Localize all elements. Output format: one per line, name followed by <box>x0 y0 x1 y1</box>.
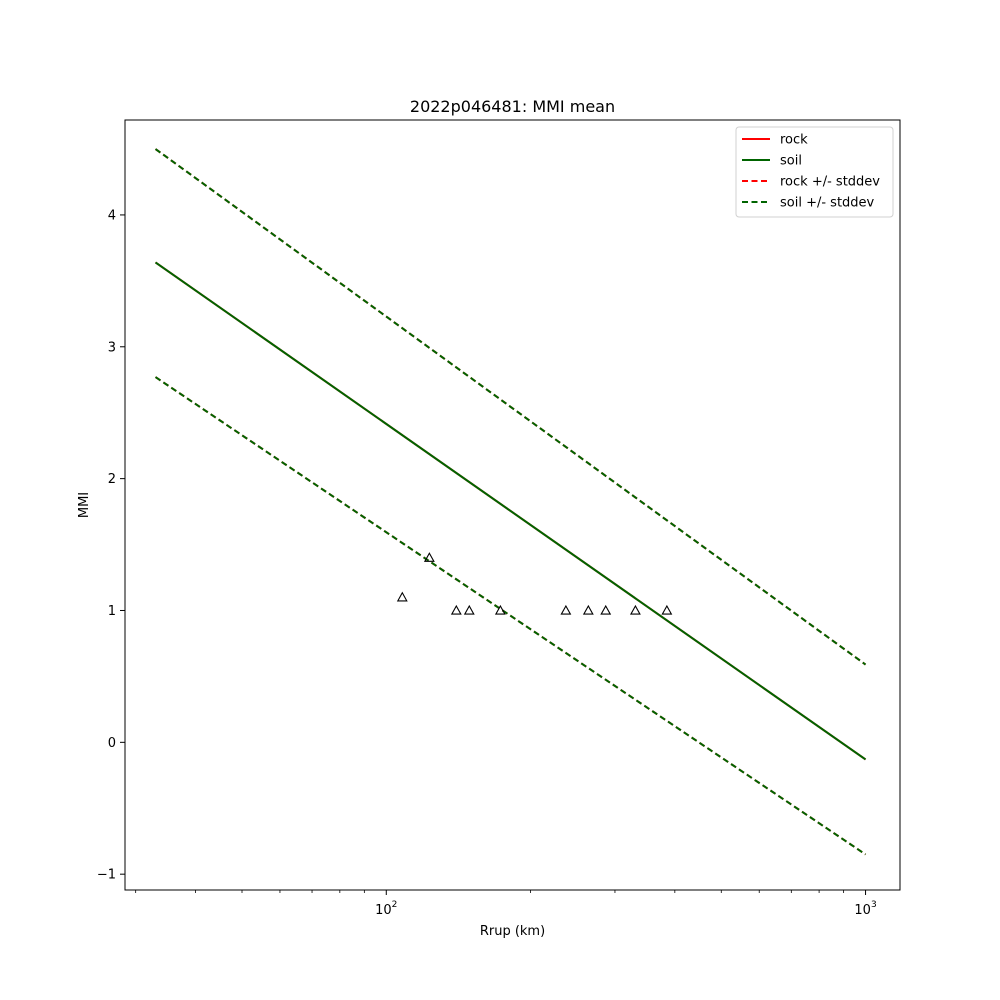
observation-marker <box>396 591 408 602</box>
y-tick-label: 2 <box>108 472 116 487</box>
legend-label-rock: rock <box>780 133 808 148</box>
y-tick-label: 3 <box>108 340 116 355</box>
observation-marker <box>494 604 506 615</box>
observation-marker <box>582 604 594 615</box>
series-line-soil-stddev <box>154 148 867 666</box>
legend-label-soil: soil <box>780 154 802 169</box>
observation-marker <box>560 604 572 615</box>
y-axis-label: MMI <box>77 492 92 518</box>
axes-frame <box>124 119 901 891</box>
y-tick-label: 4 <box>108 208 116 223</box>
observation-marker <box>463 604 475 615</box>
legend: rock soil rock +/- stddev soil +/- stddev <box>735 126 894 218</box>
y-tick-label: 1 <box>108 604 116 619</box>
x-axis-label: Rrup (km) <box>480 924 545 939</box>
y-axis: −1 0 1 2 3 4 <box>97 208 125 883</box>
series-line-soil-stddev-lower <box>154 376 867 856</box>
observation-marker <box>450 604 462 615</box>
series-line-soil <box>154 261 867 761</box>
legend-label-rock-stddev: rock +/- stddev <box>780 175 880 190</box>
observation-marker <box>629 604 641 615</box>
plot-area <box>154 148 867 856</box>
legend-box <box>735 126 894 218</box>
y-tick-label: −1 <box>97 868 116 883</box>
observation-marker <box>600 604 612 615</box>
observation-marker <box>423 552 435 562</box>
observation-marker <box>661 604 673 615</box>
y-tick-label: 0 <box>108 736 116 751</box>
chart-title: 2022p046481: MMI mean <box>410 97 615 116</box>
legend-label-soil-stddev: soil +/- stddev <box>780 196 875 211</box>
